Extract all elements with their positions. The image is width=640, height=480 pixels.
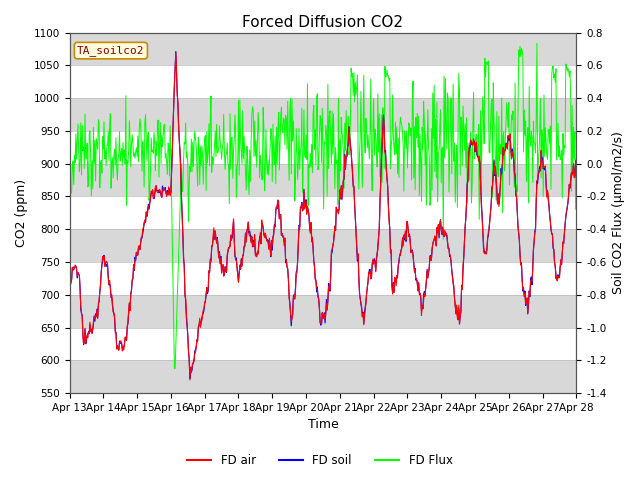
Bar bbox=[70, 295, 577, 327]
Title: Forced Diffusion CO2: Forced Diffusion CO2 bbox=[243, 15, 403, 30]
Bar bbox=[70, 98, 577, 131]
Y-axis label: Soil CO2 Flux (μmol/m2/s): Soil CO2 Flux (μmol/m2/s) bbox=[612, 132, 625, 294]
Y-axis label: CO2 (ppm): CO2 (ppm) bbox=[15, 179, 28, 247]
X-axis label: Time: Time bbox=[308, 419, 339, 432]
Text: TA_soilco2: TA_soilco2 bbox=[77, 45, 145, 56]
Bar bbox=[70, 360, 577, 393]
Bar bbox=[70, 164, 577, 196]
Bar bbox=[70, 33, 577, 65]
Bar bbox=[70, 229, 577, 262]
Legend: FD air, FD soil, FD Flux: FD air, FD soil, FD Flux bbox=[183, 449, 457, 472]
